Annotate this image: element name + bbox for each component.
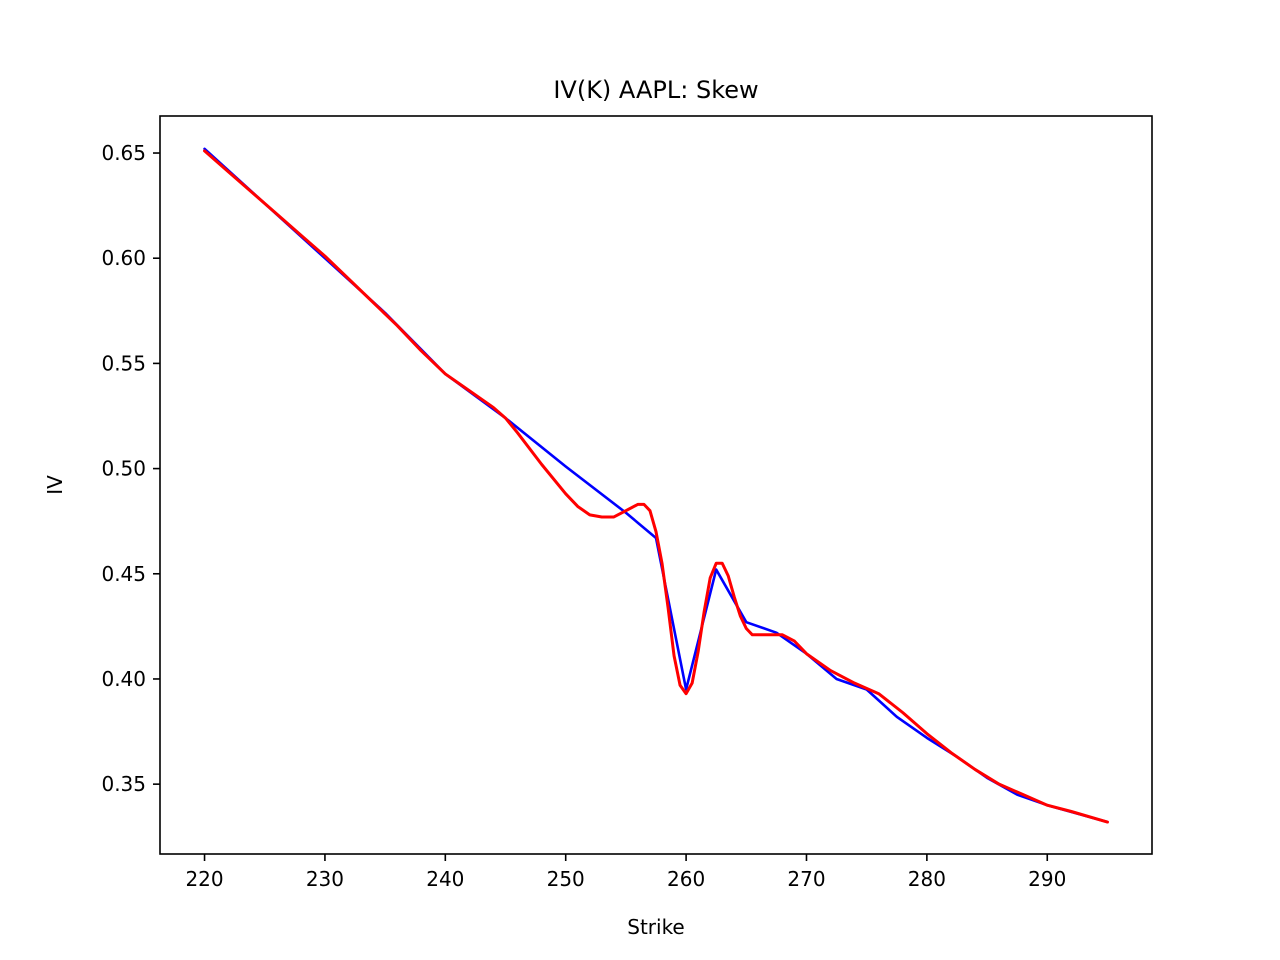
x-axis-label: Strike	[627, 915, 685, 939]
x-tick-label: 280	[908, 867, 946, 891]
y-tick-label: 0.35	[101, 772, 146, 796]
x-tick-label: 270	[787, 867, 825, 891]
x-tick-label: 240	[426, 867, 464, 891]
y-axis-label: IV	[43, 475, 67, 495]
plot-area	[203, 147, 1109, 824]
x-tick-label: 290	[1028, 867, 1066, 891]
x-tick-label: 230	[306, 867, 344, 891]
y-axis: 0.35 0.40 0.45 0.50 0.55 0.60 0.65	[101, 141, 160, 796]
axes-frame	[159, 115, 1153, 855]
x-tick-label: 250	[547, 867, 585, 891]
series-line-1	[203, 149, 1109, 824]
y-tick-label: 0.55	[101, 351, 146, 375]
y-tick-label: 0.60	[101, 246, 146, 270]
chart-title: IV(K) AAPL: Skew	[553, 76, 758, 104]
x-axis: 220 230 240 250 260 270 280 290	[185, 854, 1066, 891]
y-tick-label: 0.45	[101, 562, 146, 586]
x-tick-label: 220	[185, 867, 223, 891]
x-tick-label: 260	[667, 867, 705, 891]
y-tick-label: 0.50	[101, 457, 146, 481]
y-tick-label: 0.40	[101, 667, 146, 691]
y-tick-label: 0.65	[101, 141, 146, 165]
